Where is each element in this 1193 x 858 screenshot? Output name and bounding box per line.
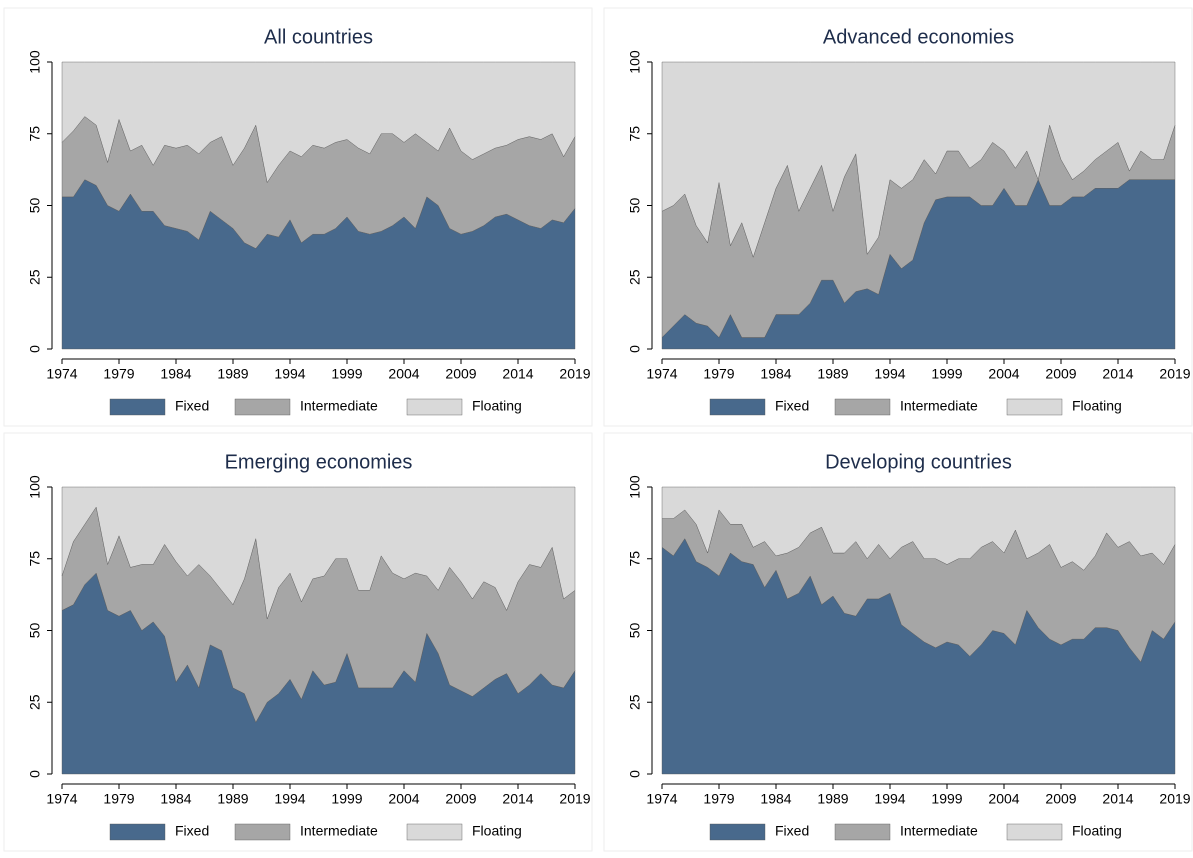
- legend-swatch: [109, 398, 166, 416]
- chart-title: Advanced economies: [823, 26, 1014, 48]
- legend-swatch: [709, 823, 766, 841]
- legend-swatch: [406, 398, 463, 416]
- legend-swatch: [834, 398, 891, 416]
- x-tick-label: 2019: [559, 791, 590, 807]
- legend-label: Intermediate: [900, 398, 978, 414]
- y-tick-label: 25: [27, 694, 43, 710]
- y-tick-label: 75: [627, 126, 643, 142]
- legend-label: Intermediate: [300, 823, 378, 839]
- y-tick-label: 0: [627, 770, 643, 778]
- x-tick-label: 1974: [646, 366, 677, 382]
- x-tick-label: 1994: [274, 366, 305, 382]
- legend-label: Floating: [1072, 823, 1122, 839]
- x-tick-label: 2014: [1102, 791, 1133, 807]
- y-tick-label: 50: [627, 198, 643, 214]
- x-tick-label: 1974: [46, 791, 77, 807]
- x-tick-label: 1979: [703, 366, 734, 382]
- y-tick-label: 100: [627, 475, 643, 499]
- legend-swatch: [1006, 823, 1063, 841]
- panel-border: [3, 432, 593, 852]
- x-tick-label: 2019: [1159, 791, 1190, 807]
- y-tick-label: 100: [627, 50, 643, 74]
- legend-label: Floating: [472, 823, 522, 839]
- y-tick-label: 50: [27, 198, 43, 214]
- x-tick-label: 1989: [817, 366, 848, 382]
- panel-border: [603, 7, 1193, 427]
- y-tick-label: 0: [27, 770, 43, 778]
- y-tick-label: 75: [27, 126, 43, 142]
- x-tick-label: 1984: [160, 791, 191, 807]
- legend-swatch: [709, 398, 766, 416]
- panel-border: [603, 432, 1193, 852]
- y-tick-label: 50: [627, 623, 643, 639]
- legend-label: Intermediate: [300, 398, 378, 414]
- x-tick-label: 2004: [988, 791, 1019, 807]
- legend-label: Intermediate: [900, 823, 978, 839]
- x-tick-label: 1979: [103, 791, 134, 807]
- legend-label: Fixed: [175, 823, 209, 839]
- x-tick-label: 1979: [103, 366, 134, 382]
- x-tick-label: 1989: [217, 366, 248, 382]
- y-tick-label: 75: [27, 551, 43, 567]
- legend-swatch: [109, 823, 166, 841]
- area-series: [61, 61, 576, 184]
- x-tick-label: 1999: [931, 791, 962, 807]
- x-tick-label: 1984: [160, 366, 191, 382]
- y-tick-label: 0: [627, 345, 643, 353]
- legend-label: Floating: [472, 398, 522, 414]
- y-tick-label: 75: [627, 551, 643, 567]
- x-tick-label: 1974: [646, 791, 677, 807]
- legend-label: Fixed: [775, 398, 809, 414]
- x-tick-label: 1999: [331, 366, 362, 382]
- chart-title: All countries: [264, 26, 373, 48]
- chart-title: Emerging economies: [225, 451, 413, 473]
- x-tick-label: 2009: [1045, 366, 1076, 382]
- x-tick-label: 2009: [445, 791, 476, 807]
- legend-label: Fixed: [775, 823, 809, 839]
- legend-swatch: [406, 823, 463, 841]
- x-tick-label: 1994: [874, 366, 905, 382]
- x-tick-label: 1989: [217, 791, 248, 807]
- area-series: [661, 486, 1176, 571]
- x-tick-label: 1999: [931, 366, 962, 382]
- x-tick-label: 1974: [46, 366, 77, 382]
- chart-title: Developing countries: [825, 451, 1012, 473]
- panel-border: [3, 7, 593, 427]
- legend-swatch: [1006, 398, 1063, 416]
- x-tick-label: 2014: [1102, 366, 1133, 382]
- x-tick-label: 1984: [760, 791, 791, 807]
- legend-label: Floating: [1072, 398, 1122, 414]
- y-tick-label: 25: [627, 694, 643, 710]
- y-tick-label: 25: [27, 269, 43, 285]
- x-tick-label: 2014: [502, 366, 533, 382]
- x-tick-label: 1984: [760, 366, 791, 382]
- area-series: [661, 61, 1176, 258]
- legend-swatch: [234, 398, 291, 416]
- legend-swatch: [234, 823, 291, 841]
- x-tick-label: 2014: [502, 791, 533, 807]
- legend-swatch: [834, 823, 891, 841]
- x-tick-label: 1999: [331, 791, 362, 807]
- y-tick-label: 50: [27, 623, 43, 639]
- y-tick-label: 0: [27, 345, 43, 353]
- x-tick-label: 2004: [388, 366, 419, 382]
- y-tick-label: 100: [27, 50, 43, 74]
- x-tick-label: 1979: [703, 791, 734, 807]
- x-tick-label: 1994: [874, 791, 905, 807]
- x-tick-label: 1989: [817, 791, 848, 807]
- x-tick-label: 2004: [388, 791, 419, 807]
- x-tick-label: 2019: [1159, 366, 1190, 382]
- x-tick-label: 2019: [559, 366, 590, 382]
- x-tick-label: 2009: [1045, 791, 1076, 807]
- legend-label: Fixed: [175, 398, 209, 414]
- y-tick-label: 25: [627, 269, 643, 285]
- area-series: [61, 486, 576, 620]
- y-tick-label: 100: [27, 475, 43, 499]
- x-tick-label: 2009: [445, 366, 476, 382]
- x-tick-label: 2004: [988, 366, 1019, 382]
- x-tick-label: 1994: [274, 791, 305, 807]
